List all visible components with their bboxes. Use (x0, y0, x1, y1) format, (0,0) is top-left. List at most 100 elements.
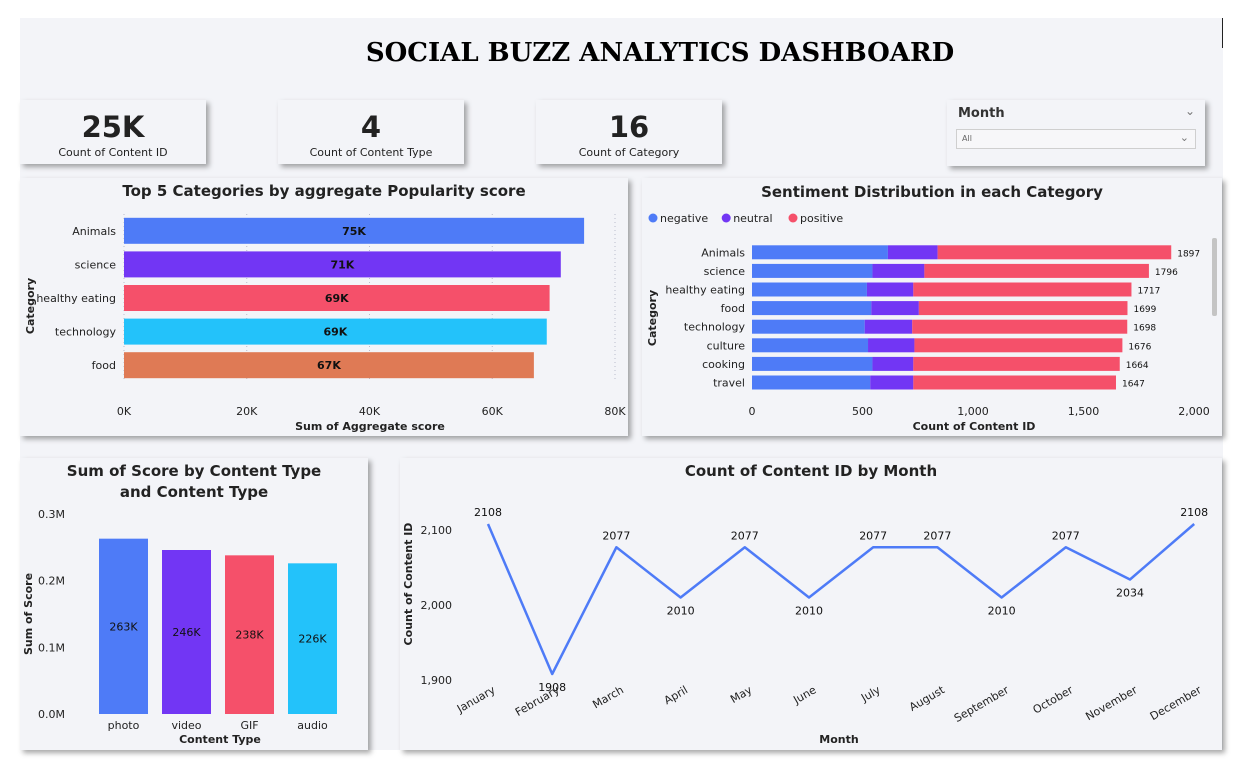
legend-marker (721, 213, 731, 223)
x-tick-label: June (790, 683, 818, 707)
chart-title: Count of Content ID by Month (685, 462, 937, 480)
data-label: 2077 (1052, 529, 1080, 542)
category-label: technology (55, 326, 117, 339)
bar-segment-neutral (871, 301, 919, 316)
kpi-card-category[interactable]: 16 Count of Category (536, 100, 722, 164)
data-label: 1908 (538, 681, 566, 694)
x-tick-label: December (1148, 683, 1204, 723)
panel-monthly[interactable]: Count of Content ID by Month 1,900 2,000 2,… (400, 458, 1222, 750)
panel-sentiment[interactable]: Sentiment Distribution in each Category n… (642, 178, 1222, 436)
kpi-card-content-type[interactable]: 4 Count of Content Type (278, 100, 464, 164)
sentiment-distribution-chart: Sentiment Distribution in each Category n… (646, 183, 1217, 433)
bar-segment-neutral (872, 263, 925, 278)
x-tick-label: 0 (749, 405, 756, 418)
bar (124, 285, 550, 311)
kpi-value: 4 (360, 110, 382, 144)
kpi-value: 25K (81, 110, 145, 144)
category-label: healthy eating (665, 284, 745, 297)
x-tick-label: November (1083, 683, 1139, 723)
bar-segment-neutral (864, 319, 913, 334)
series-line (486, 523, 1196, 676)
total-label: 1647 (1122, 380, 1145, 390)
x-tick-label: 1,500 (1068, 405, 1100, 418)
bar (124, 318, 547, 345)
content-by-month-chart: Count of Content ID by Month 1,900 2,000 2,… (402, 462, 1208, 746)
bar-segment-positive (913, 356, 1120, 371)
x-tick-label: 40K (359, 405, 381, 418)
category-label: Animals (72, 225, 116, 238)
category-label: science (75, 258, 117, 271)
bar-segment-neutral (868, 338, 915, 353)
category-label: technology (684, 321, 746, 334)
bar-segment-positive (914, 338, 1123, 353)
panel-top5-categories[interactable]: Top 5 Categories by aggregate Popularity… (20, 178, 628, 436)
bar (225, 555, 274, 714)
bar (124, 352, 534, 379)
kpi-label: Count of Content Type (309, 146, 433, 159)
category-label: travel (713, 377, 745, 390)
total-label: 1796 (1155, 268, 1178, 278)
data-label: 2108 (1180, 506, 1208, 519)
data-label: 2077 (731, 529, 759, 542)
data-label: 246K (172, 626, 201, 639)
total-label: 1664 (1126, 361, 1149, 371)
data-label: 2010 (667, 605, 695, 618)
y-tick-label: 0.0M (38, 708, 65, 721)
chart-title-line-1: Sum of Score by Content Type (67, 462, 321, 480)
score-by-content-type-chart: Sum of Score by Content Type and Content … (22, 462, 337, 746)
chevron-down-icon[interactable]: ⌄ (1184, 104, 1195, 118)
x-tick-label: 2,000 (1178, 405, 1210, 418)
x-tick-label: 1,000 (957, 405, 989, 418)
data-label: 238K (235, 629, 264, 642)
bar-segment-positive (924, 263, 1149, 278)
top5-categories-chart: Top 5 Categories by aggregate Popularity… (24, 182, 626, 433)
data-label: 2077 (602, 529, 630, 542)
bar-segment-positive (937, 245, 1172, 260)
data-label: 2010 (988, 605, 1016, 618)
y-axis-title: Sum of Score (22, 573, 35, 655)
data-label: 2108 (474, 506, 502, 519)
bar (288, 563, 337, 714)
y-tick-label: 0.1M (38, 641, 65, 654)
bar-segment-negative (752, 356, 873, 371)
legend-label: positive (800, 212, 843, 225)
month-dropdown[interactable]: All ⌄ (956, 129, 1196, 149)
y-tick-label: 0.3M (38, 508, 65, 521)
kpi-value: 16 (608, 110, 650, 144)
category-label: Animals (701, 246, 745, 259)
chevron-down-icon: ⌄ (1179, 131, 1189, 144)
panel-content-type[interactable]: Sum of Score by Content Type and Content … (20, 458, 368, 750)
data-label: 2077 (859, 529, 887, 542)
x-tick-label: July (858, 683, 883, 705)
legend-marker (648, 213, 658, 223)
kpi-label: Count of Category (578, 146, 680, 159)
kpi-card-content-id[interactable]: 25K Count of Content ID (20, 100, 206, 164)
bar-segment-positive (913, 282, 1132, 297)
bar-segment-neutral (866, 282, 914, 297)
x-tick-label: May (728, 683, 755, 706)
data-label: 263K (109, 620, 138, 633)
x-tick-label: video (171, 719, 201, 732)
x-axis-title: Count of Content ID (913, 420, 1036, 433)
x-tick-label: April (662, 683, 690, 707)
month-slicer[interactable]: Month ⌄ All ⌄ (947, 100, 1205, 166)
x-tick-label: GIF (240, 719, 258, 732)
data-label: 226K (298, 633, 327, 646)
scrollbar-thumb (1212, 238, 1217, 316)
x-tick-label: 500 (852, 405, 873, 418)
data-label: 2034 (1116, 587, 1144, 600)
bar-segment-negative (752, 338, 869, 353)
bar-segment-negative (752, 245, 888, 260)
data-label: 2010 (795, 605, 823, 618)
bar (99, 538, 148, 714)
y-axis-title: Category (24, 278, 37, 334)
bar-segment-neutral (872, 356, 914, 371)
x-tick-label: September (952, 683, 1012, 725)
bar (124, 217, 585, 244)
y-tick-label: 0.2M (38, 575, 65, 588)
bar-segment-negative (752, 375, 871, 390)
category-label: culture (707, 339, 746, 352)
category-label: healthy eating (36, 292, 116, 305)
total-label: 1676 (1128, 342, 1151, 352)
legend-label: negative (660, 212, 708, 225)
